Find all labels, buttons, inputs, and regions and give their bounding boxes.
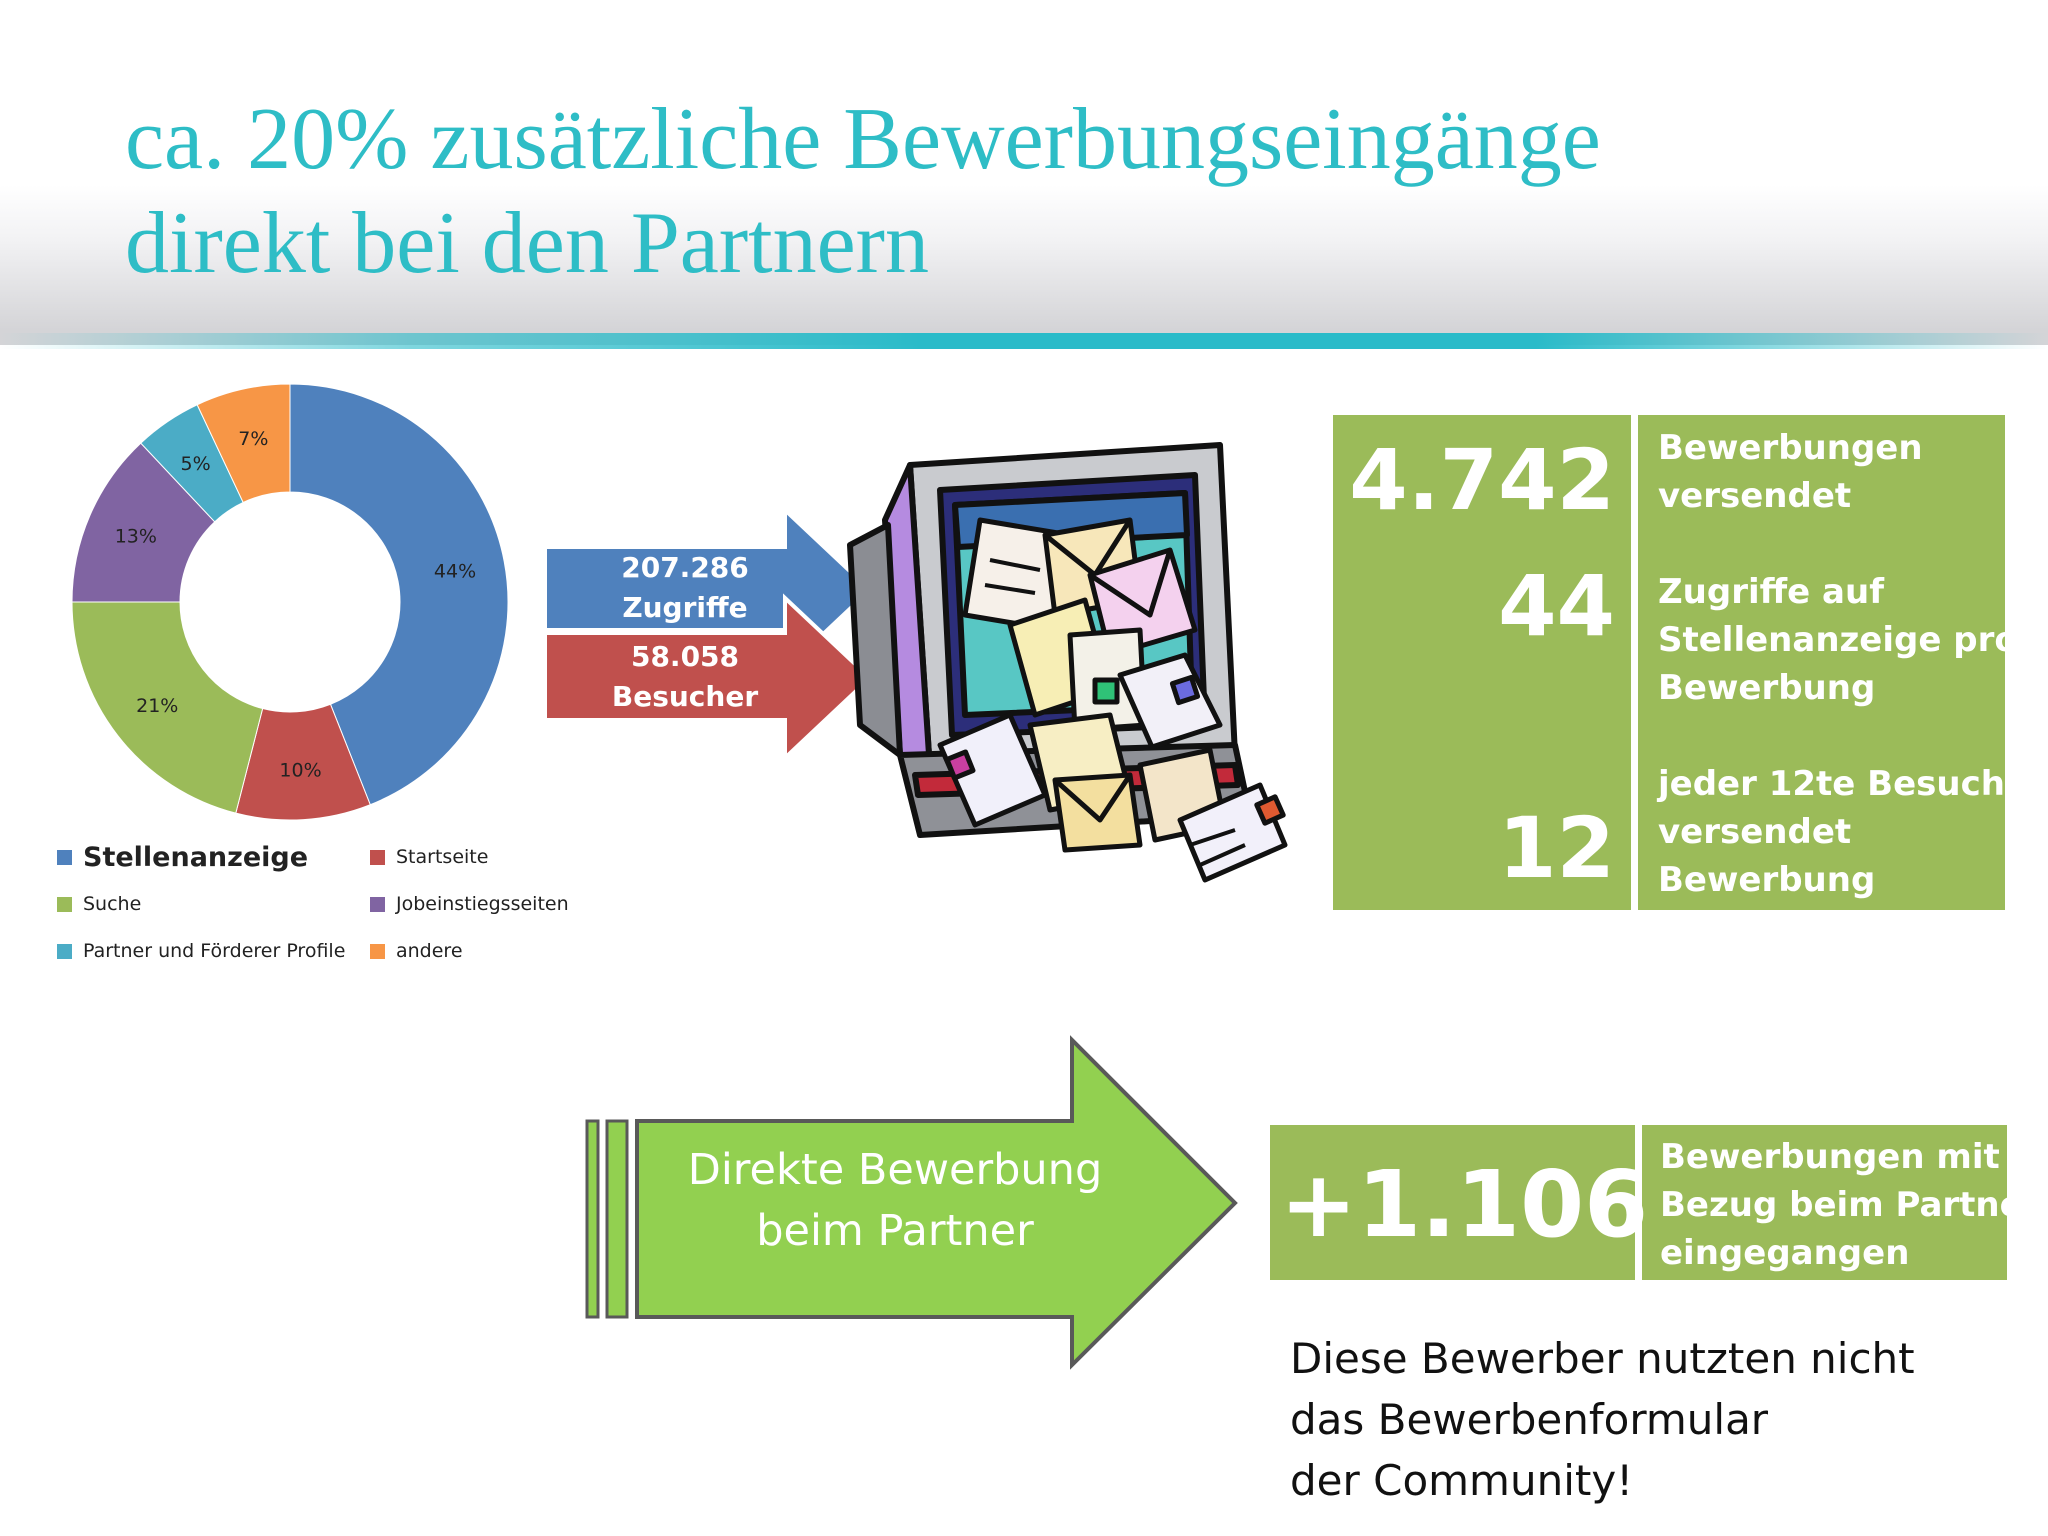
donut-chart: 44% 10% 21% 13% 5% 7% xyxy=(71,383,509,821)
donut-data-label: 21% xyxy=(136,695,178,717)
legend-item-jobeinstiegsseiten: Jobeinstiegsseiten xyxy=(370,889,569,919)
stat-value-zugriffe-pro-bewerbung: 44 xyxy=(1498,557,1615,655)
legend-swatch xyxy=(370,896,385,912)
legend-swatch xyxy=(57,943,72,959)
stats-panel-divider xyxy=(1631,415,1638,910)
slide-title-line-2: direkt bei den Partnern xyxy=(125,195,929,292)
direct-stats-divider xyxy=(1635,1125,1642,1280)
stat-label-line: versendet xyxy=(1658,812,1852,852)
besucher-arrow xyxy=(543,593,873,763)
direct-application-label: Direkte Bewerbung beim Partner xyxy=(640,1140,1150,1262)
computer-mail-illustration xyxy=(847,442,1288,883)
legend-label: Suche xyxy=(83,893,142,915)
stat-label-zugriffe-pro-bewerbung: Zugriffe auf Stellenanzeige pro Bewerbun… xyxy=(1658,568,2018,712)
stat-label-line: Bewerbungen mit xyxy=(1660,1137,2000,1177)
legend-item-suche: Suche xyxy=(57,889,141,919)
donut-data-label: 44% xyxy=(434,561,476,583)
donut-data-label: 13% xyxy=(115,525,157,547)
legend-swatch xyxy=(370,849,385,865)
slide-title-line-1: ca. 20% zusätzliche Bewerbungseingänge xyxy=(125,91,1601,188)
zugriffe-value: 207.286 xyxy=(621,551,749,584)
donut-slice-andere xyxy=(196,383,291,504)
legend-label: andere xyxy=(396,940,463,962)
stat-value-besucher: 12 xyxy=(1498,799,1615,897)
besucher-value: 58.058 xyxy=(630,640,740,673)
legend-item-startseite: Startseite xyxy=(370,842,488,872)
footnote-line-1: Diese Bewerber nutzten nicht xyxy=(1290,1334,1915,1383)
zugriffe-text: Zugriffe xyxy=(622,591,748,624)
stat-label-line: eingegangen xyxy=(1660,1233,1910,1273)
legend-swatch xyxy=(370,943,385,959)
arrow-tail-stripe xyxy=(585,1119,600,1319)
direct-stat-label: Bewerbungen mit Bezug beim Partner einge… xyxy=(1660,1133,2039,1277)
legend-item-andere: andere xyxy=(370,936,463,966)
legend-label: Stellenanzeige xyxy=(83,841,309,873)
slide-title: ca. 20% zusätzliche Bewerbungseingänge d… xyxy=(125,88,2005,296)
donut-data-label: 7% xyxy=(238,428,268,450)
footnote-line-3: der Community! xyxy=(1290,1456,1634,1505)
legend-swatch xyxy=(57,849,72,865)
legend-label: Jobeinstiegsseiten xyxy=(396,893,569,915)
arrow-tail-stripe xyxy=(605,1119,629,1319)
stats-panel xyxy=(1333,415,2005,910)
besucher-label: 58.058 Besucher xyxy=(545,637,825,717)
traffic-arrows xyxy=(543,505,873,763)
stat-label-line: Zugriffe auf xyxy=(1658,572,1884,612)
stat-label-line: Bewerbung xyxy=(1658,860,1876,900)
stat-label-line: versendet xyxy=(1658,476,1852,516)
direct-application-line-1: Direkte Bewerbung xyxy=(687,1145,1103,1195)
stat-label-line: Stellenanzeige pro xyxy=(1658,620,2018,660)
direct-stat-value: +1.106 xyxy=(1280,1151,1649,1258)
stat-value-bewerbungen: 4.742 xyxy=(1349,431,1615,529)
title-accent-line xyxy=(0,333,2048,349)
footnote-line-2: das Bewerbenformular xyxy=(1290,1395,1769,1444)
direct-application-line-2: beim Partner xyxy=(756,1206,1034,1256)
stat-label-besucher: jeder 12te Besucher versendet Bewerbung xyxy=(1658,760,2045,904)
legend-item-stellenanzeige: Stellenanzeige xyxy=(57,841,309,873)
stat-label-line: Bewerbungen xyxy=(1658,428,1923,468)
title-band xyxy=(0,0,2048,345)
stat-label-line: Bezug beim Partner xyxy=(1660,1185,2040,1225)
legend-item-partner: Partner und Förderer Profile xyxy=(57,936,345,966)
legend-label: Startseite xyxy=(396,846,489,868)
direct-application-arrow xyxy=(585,1035,1238,1370)
donut-data-label: 5% xyxy=(180,453,210,475)
stat-label-line: Bewerbung xyxy=(1658,668,1876,708)
legend-swatch xyxy=(57,896,72,912)
donut-slice-suche xyxy=(71,601,264,814)
donut-slice-stellenanzeige xyxy=(289,383,509,806)
arrow-body xyxy=(635,1035,1238,1370)
besucher-text: Besucher xyxy=(611,680,759,713)
legend-label: Partner und Förderer Profile xyxy=(83,940,346,962)
zugriffe-label: 207.286 Zugriffe xyxy=(545,548,825,628)
stat-label-bewerbungen: Bewerbungen versendet xyxy=(1658,424,1923,520)
stat-label-line: jeder 12te Besucher xyxy=(1658,764,2045,804)
donut-data-label: 10% xyxy=(279,760,321,782)
footnote: Diese Bewerber nutzten nicht das Bewerbe… xyxy=(1290,1328,2010,1511)
